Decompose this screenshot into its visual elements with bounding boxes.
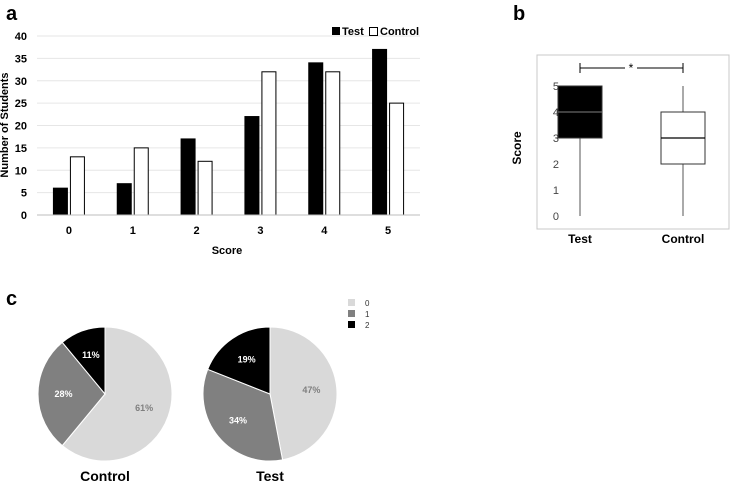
pie-legend: 0 1 2 [348,299,370,330]
bar-y-tick-label: 40 [15,31,27,43]
bar-test-2 [180,138,196,216]
box-y-axis-label: Score [510,131,524,165]
box-y-tick-label: 5 [553,81,559,93]
pie-slice-label: 28% [54,389,72,399]
panel-label-a: a [6,3,18,25]
box-plot-frame [536,54,730,230]
bar-x-tick-label: 3 [257,225,263,237]
pie-legend-label: 2 [365,321,370,330]
pie-slice-control-0 [61,326,173,462]
box-y-tick-label: 3 [553,133,559,145]
bar-control-2 [197,160,213,216]
pie-slice-test-2 [207,326,271,395]
bar-control-0 [69,156,85,216]
bar-y-tick-label: 15 [15,143,27,155]
pie-legend-swatch [348,299,355,306]
bar-control-1 [133,147,149,216]
bar-y-tick-label: 0 [21,210,27,222]
significance-label-bg [625,61,637,73]
bar-y-tick-label: 5 [21,188,27,200]
pie-legend-label: 1 [365,310,370,319]
pie-slice-label: 47% [302,385,320,395]
bar-y-tick-labels: 0 5 10 15 20 25 30 35 40 [15,31,27,222]
pie-legend-swatch [348,321,355,328]
bar-x-axis-label: Score [212,245,243,257]
bar-x-tick-label: 2 [194,225,200,237]
bar-y-tick-label: 25 [15,98,27,110]
pie-test: 47% 34% 19% [202,326,338,462]
bar-test-0 [52,187,68,216]
pie-title-test: Test [256,468,284,484]
box-y-tick-label: 2 [553,159,559,171]
bar-y-tick-label: 10 [15,165,27,177]
pie-slice-label: 19% [238,355,256,365]
pie-charts: 61% 28% 11% 47% 34% 19% Control Test 0 1 2 [37,299,370,484]
significance-marker: * [629,61,634,75]
bar-y-tick-label: 30 [15,76,27,88]
box-y-tick-labels: 0 1 2 3 4 5 [553,81,559,223]
pie-control: 61% 28% 11% [37,326,173,462]
bar-bars [52,48,405,216]
bar-gridlines [37,35,420,194]
bar-test-1 [116,183,132,216]
bar-x-tick-label: 0 [66,225,72,237]
box-plot-boxes [557,85,706,216]
legend-swatch-control [369,27,378,36]
box-y-tick-label: 0 [553,211,559,223]
bar-control-5 [389,102,405,216]
box-x-tick-labels: Test Control [568,232,704,246]
pie-slice-label: 34% [229,415,247,425]
bar-x-tick-label: 4 [321,225,328,237]
box-y-tick-label: 1 [553,185,559,197]
pie-title-control: Control [80,468,130,484]
legend-swatch-test [332,27,340,35]
legend-label-test: Test [342,26,364,38]
bar-x-tick-label: 5 [385,225,391,237]
box-y-tick-label: 4 [553,107,559,119]
pie-slice-label: 61% [135,403,153,413]
bar-y-tick-label: 35 [15,53,27,65]
box-x-tick-label-control: Control [662,232,705,246]
box-plot: 0 1 2 3 4 5 Test Control Score * [510,54,730,246]
legend-label-control: Control [380,26,419,38]
bar-y-tick-label: 20 [15,121,27,133]
box-x-tick-label-test: Test [568,232,592,246]
bar-x-tick-label: 1 [130,225,136,237]
bar-y-axis-label: Number of Students [0,72,11,177]
pie-slice-control-2 [61,326,106,396]
bar-x-tick-labels: 0 1 2 3 4 5 [66,225,391,237]
bar-chart: 0 5 10 15 20 25 30 35 40 0 1 2 3 4 5 Score Number of … [0,26,420,257]
bar-control-3 [261,71,277,216]
pie-slice-label: 11% [82,350,100,360]
pie-slice-test-1 [202,368,284,462]
bar-test-3 [244,116,260,216]
bar-test-5 [372,48,388,216]
panel-label-c: c [6,288,17,310]
significance-bracket: * [579,61,684,75]
panel-label-b: b [513,3,525,25]
pie-legend-label: 0 [365,299,370,308]
bar-legend: Test Control [332,26,419,38]
pie-slice-control-1 [37,341,106,447]
bar-test-4 [308,62,324,216]
pie-legend-swatch [348,310,355,317]
pie-slice-test-0 [269,326,338,461]
bar-control-4 [325,71,341,216]
